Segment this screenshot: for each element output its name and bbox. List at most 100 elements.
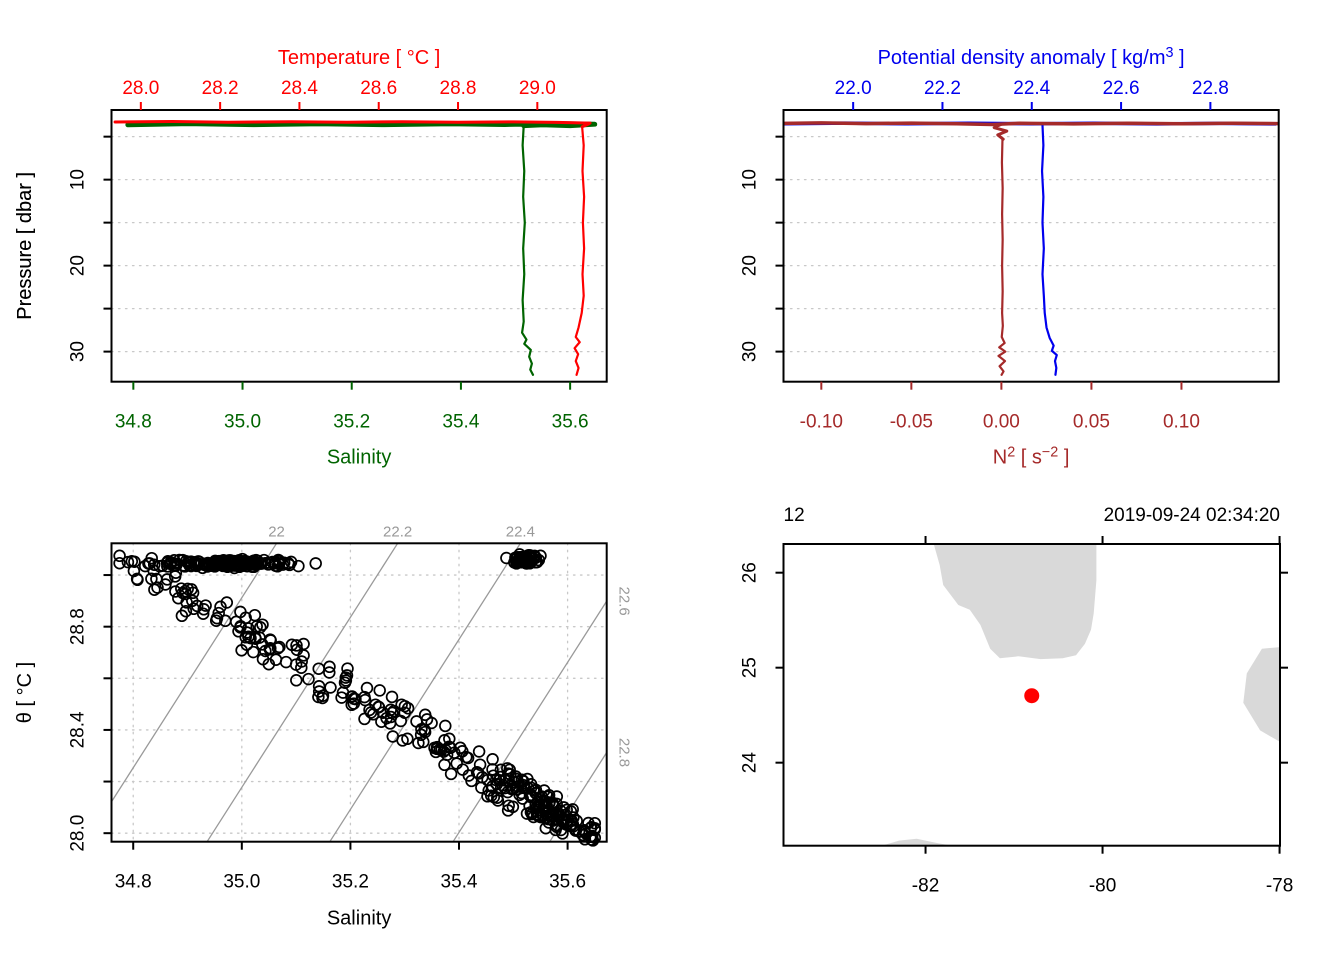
temperature-profile-line [573, 125, 586, 376]
y-axis-title: Pressure [ dbar ] [14, 172, 36, 320]
ts-point [541, 812, 555, 826]
ts-point [572, 825, 586, 838]
ts-point [113, 556, 126, 570]
ts-point [279, 655, 293, 669]
ts-point [273, 640, 286, 654]
ts-point [347, 697, 361, 710]
ts-point [501, 804, 515, 817]
ts-point [309, 557, 322, 570]
ts-point [529, 786, 542, 800]
ts-point [161, 560, 174, 573]
ts-point [510, 782, 523, 796]
ts-point [216, 554, 230, 568]
x-tick-label-top: 28.0 [122, 78, 159, 99]
ts-point [159, 578, 172, 591]
ts-point [372, 700, 385, 714]
y-tick-label: 10 [68, 169, 89, 190]
ts-point [502, 774, 515, 787]
x-tick-label-top: 28.8 [440, 78, 477, 99]
panel-profile-density-n2: 22.0 22.2 22.4 22.6 22.8 Potential density an… [14, 45, 1280, 469]
ts-point [373, 684, 386, 697]
ts-point [360, 681, 374, 695]
ts-point [199, 599, 212, 612]
x-tick-label-bottom: 0.00 [983, 412, 1020, 433]
x-axis-title-bottom: N2 [ s−2 ] [993, 445, 1070, 469]
x-tick-label-bottom: 35.2 [332, 872, 369, 893]
map-x-tick-label: -82 [912, 876, 939, 897]
n2-profile-surface-drip [992, 122, 1009, 141]
ts-point [290, 639, 303, 652]
y-tick-label: 28.4 [68, 711, 89, 748]
panel-profile-sal-temp: 28.0 28.2 28.4 28.6 28.8 29.0 Temperature [ °C… [14, 47, 608, 469]
map-land-layer [881, 544, 1280, 846]
ts-point [244, 631, 257, 645]
isopycnal-22.2 [206, 542, 399, 843]
ts-point [184, 555, 198, 568]
x-tick-label-bottom: 0.05 [1073, 412, 1110, 433]
ts-point [290, 674, 303, 687]
plot-frame [782, 543, 1281, 847]
ts-point [340, 669, 354, 682]
ts-point [239, 611, 252, 625]
x-tick-label-bottom: 35.6 [549, 872, 586, 893]
x-tick-label-top: 28.2 [202, 78, 239, 99]
isopycnal-22.6 [452, 600, 608, 843]
ts-point [253, 631, 266, 644]
ts-point [148, 583, 161, 596]
ts-point [430, 742, 444, 756]
y-tick-label: 30 [68, 341, 89, 362]
ts-point [212, 606, 225, 620]
ts-point [169, 566, 183, 579]
ts-point [516, 792, 529, 805]
ts-point [341, 662, 354, 675]
y-axis-title: θ [ °C ] [14, 662, 36, 723]
x-tick-label-top: 28.6 [360, 78, 397, 99]
plot-frame [110, 109, 608, 383]
x-tick-label-bottom: 35.0 [223, 872, 260, 893]
ts-point [541, 790, 555, 804]
ts-point [209, 614, 223, 627]
y-tick-label: 28.8 [68, 608, 89, 645]
ts-point [383, 717, 397, 730]
ts-point [486, 763, 499, 776]
ts-point [297, 649, 310, 662]
y-tick-label: 20 [740, 255, 761, 276]
ts-point [256, 618, 269, 631]
ts-point [396, 734, 409, 747]
ts-point [277, 556, 291, 570]
ts-point [494, 763, 508, 777]
ts-point [385, 690, 399, 704]
n2-profile-surface-band [783, 121, 1279, 127]
ts-point [481, 773, 494, 787]
ts-point [220, 596, 234, 609]
plot-frame [782, 109, 1280, 383]
salinity-profile-line [520, 124, 535, 376]
ts-point [481, 790, 494, 803]
x-tick-label-top: 28.4 [281, 78, 318, 99]
ts-point [214, 600, 227, 614]
land-great-bahama-bank [1243, 647, 1280, 742]
ts-point [545, 809, 558, 823]
ts-point [145, 572, 158, 586]
x-tick-label-bottom: 35.4 [442, 412, 479, 433]
x-tick-label-top: 22.8 [1192, 78, 1229, 99]
ts-point [213, 556, 227, 570]
y-tick-label: 24 [740, 752, 761, 774]
ts-point [412, 736, 425, 750]
ts-point [450, 757, 463, 770]
ts-point [282, 557, 295, 570]
ts-point [461, 751, 475, 765]
ts-point [498, 774, 512, 787]
ts-point [239, 631, 252, 644]
ts-point [142, 557, 155, 570]
ts-point [125, 555, 139, 568]
map-x-tick-label: -80 [1089, 876, 1116, 897]
ts-point [584, 821, 597, 835]
ts-point [192, 555, 205, 568]
ts-point [439, 719, 452, 733]
y-tick-label: 26 [740, 562, 761, 583]
ts-point [233, 559, 247, 572]
ts-point [240, 638, 254, 651]
plot-frame [110, 542, 608, 843]
ts-point [530, 555, 544, 569]
